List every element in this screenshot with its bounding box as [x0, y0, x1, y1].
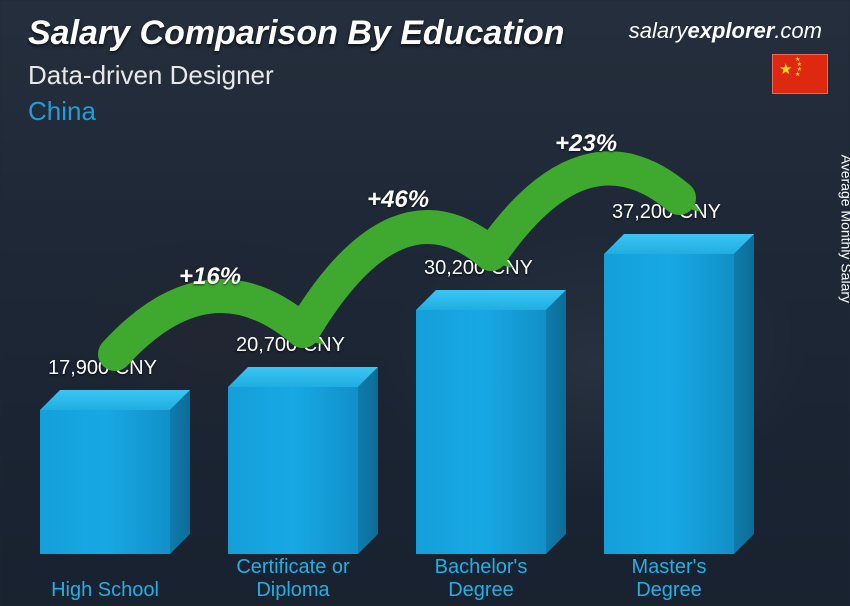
brand-part2: explorer — [687, 18, 774, 43]
bar-top — [228, 367, 378, 387]
chart-title: Salary Comparison By Education — [28, 14, 565, 53]
flag-small-stars-icon: ★ ★ ★★ — [795, 58, 802, 78]
chart-country: China — [28, 96, 96, 127]
bar-group: 30,200 CNYBachelor'sDegree — [416, 310, 546, 554]
bar-chart: 17,900 CNYHigh School 20,700 CNYCertifica… — [40, 130, 790, 554]
bar-value-label: 20,700 CNY — [236, 334, 345, 357]
bar-front — [416, 310, 546, 554]
increase-arc-label: +16% — [179, 263, 241, 291]
bar-top — [416, 290, 566, 310]
bar-side — [170, 390, 190, 554]
flag-china: ★ ★ ★ ★★ — [772, 54, 828, 94]
brand-part3: .com — [774, 18, 822, 43]
bar-category-label: Master'sDegree — [589, 556, 749, 602]
content-layer: Salary Comparison By Education Data-driv… — [0, 0, 850, 606]
bar-side — [546, 290, 566, 554]
bar-front — [40, 410, 170, 554]
bar-value-label: 30,200 CNY — [424, 257, 533, 280]
bar-group: 20,700 CNYCertificate orDiploma — [228, 387, 358, 554]
bar-top — [40, 390, 190, 410]
bar-value-label: 37,200 CNY — [612, 201, 721, 224]
bar-value-label: 17,900 CNY — [48, 357, 157, 380]
brand-part1: salary — [629, 18, 688, 43]
bar-category-label: Certificate orDiploma — [213, 556, 373, 602]
bar-group: 17,900 CNYHigh School — [40, 410, 170, 554]
bar-front — [228, 387, 358, 554]
flag-star-icon: ★ — [779, 60, 792, 78]
bar-category-label: Bachelor'sDegree — [401, 556, 561, 602]
increase-arc-label: +23% — [555, 130, 617, 158]
bar-category-label: High School — [25, 579, 185, 602]
chart-subtitle: Data-driven Designer — [28, 60, 274, 91]
bar-side — [734, 234, 754, 554]
increase-arc-label: +46% — [367, 186, 429, 214]
bar-group: 37,200 CNYMaster'sDegree — [604, 254, 734, 554]
brand-logo: salaryexplorer.com — [629, 18, 822, 44]
bar-side — [358, 367, 378, 554]
bar-front — [604, 254, 734, 554]
bar-top — [604, 234, 754, 254]
y-axis-label: Average Monthly Salary — [838, 155, 850, 303]
